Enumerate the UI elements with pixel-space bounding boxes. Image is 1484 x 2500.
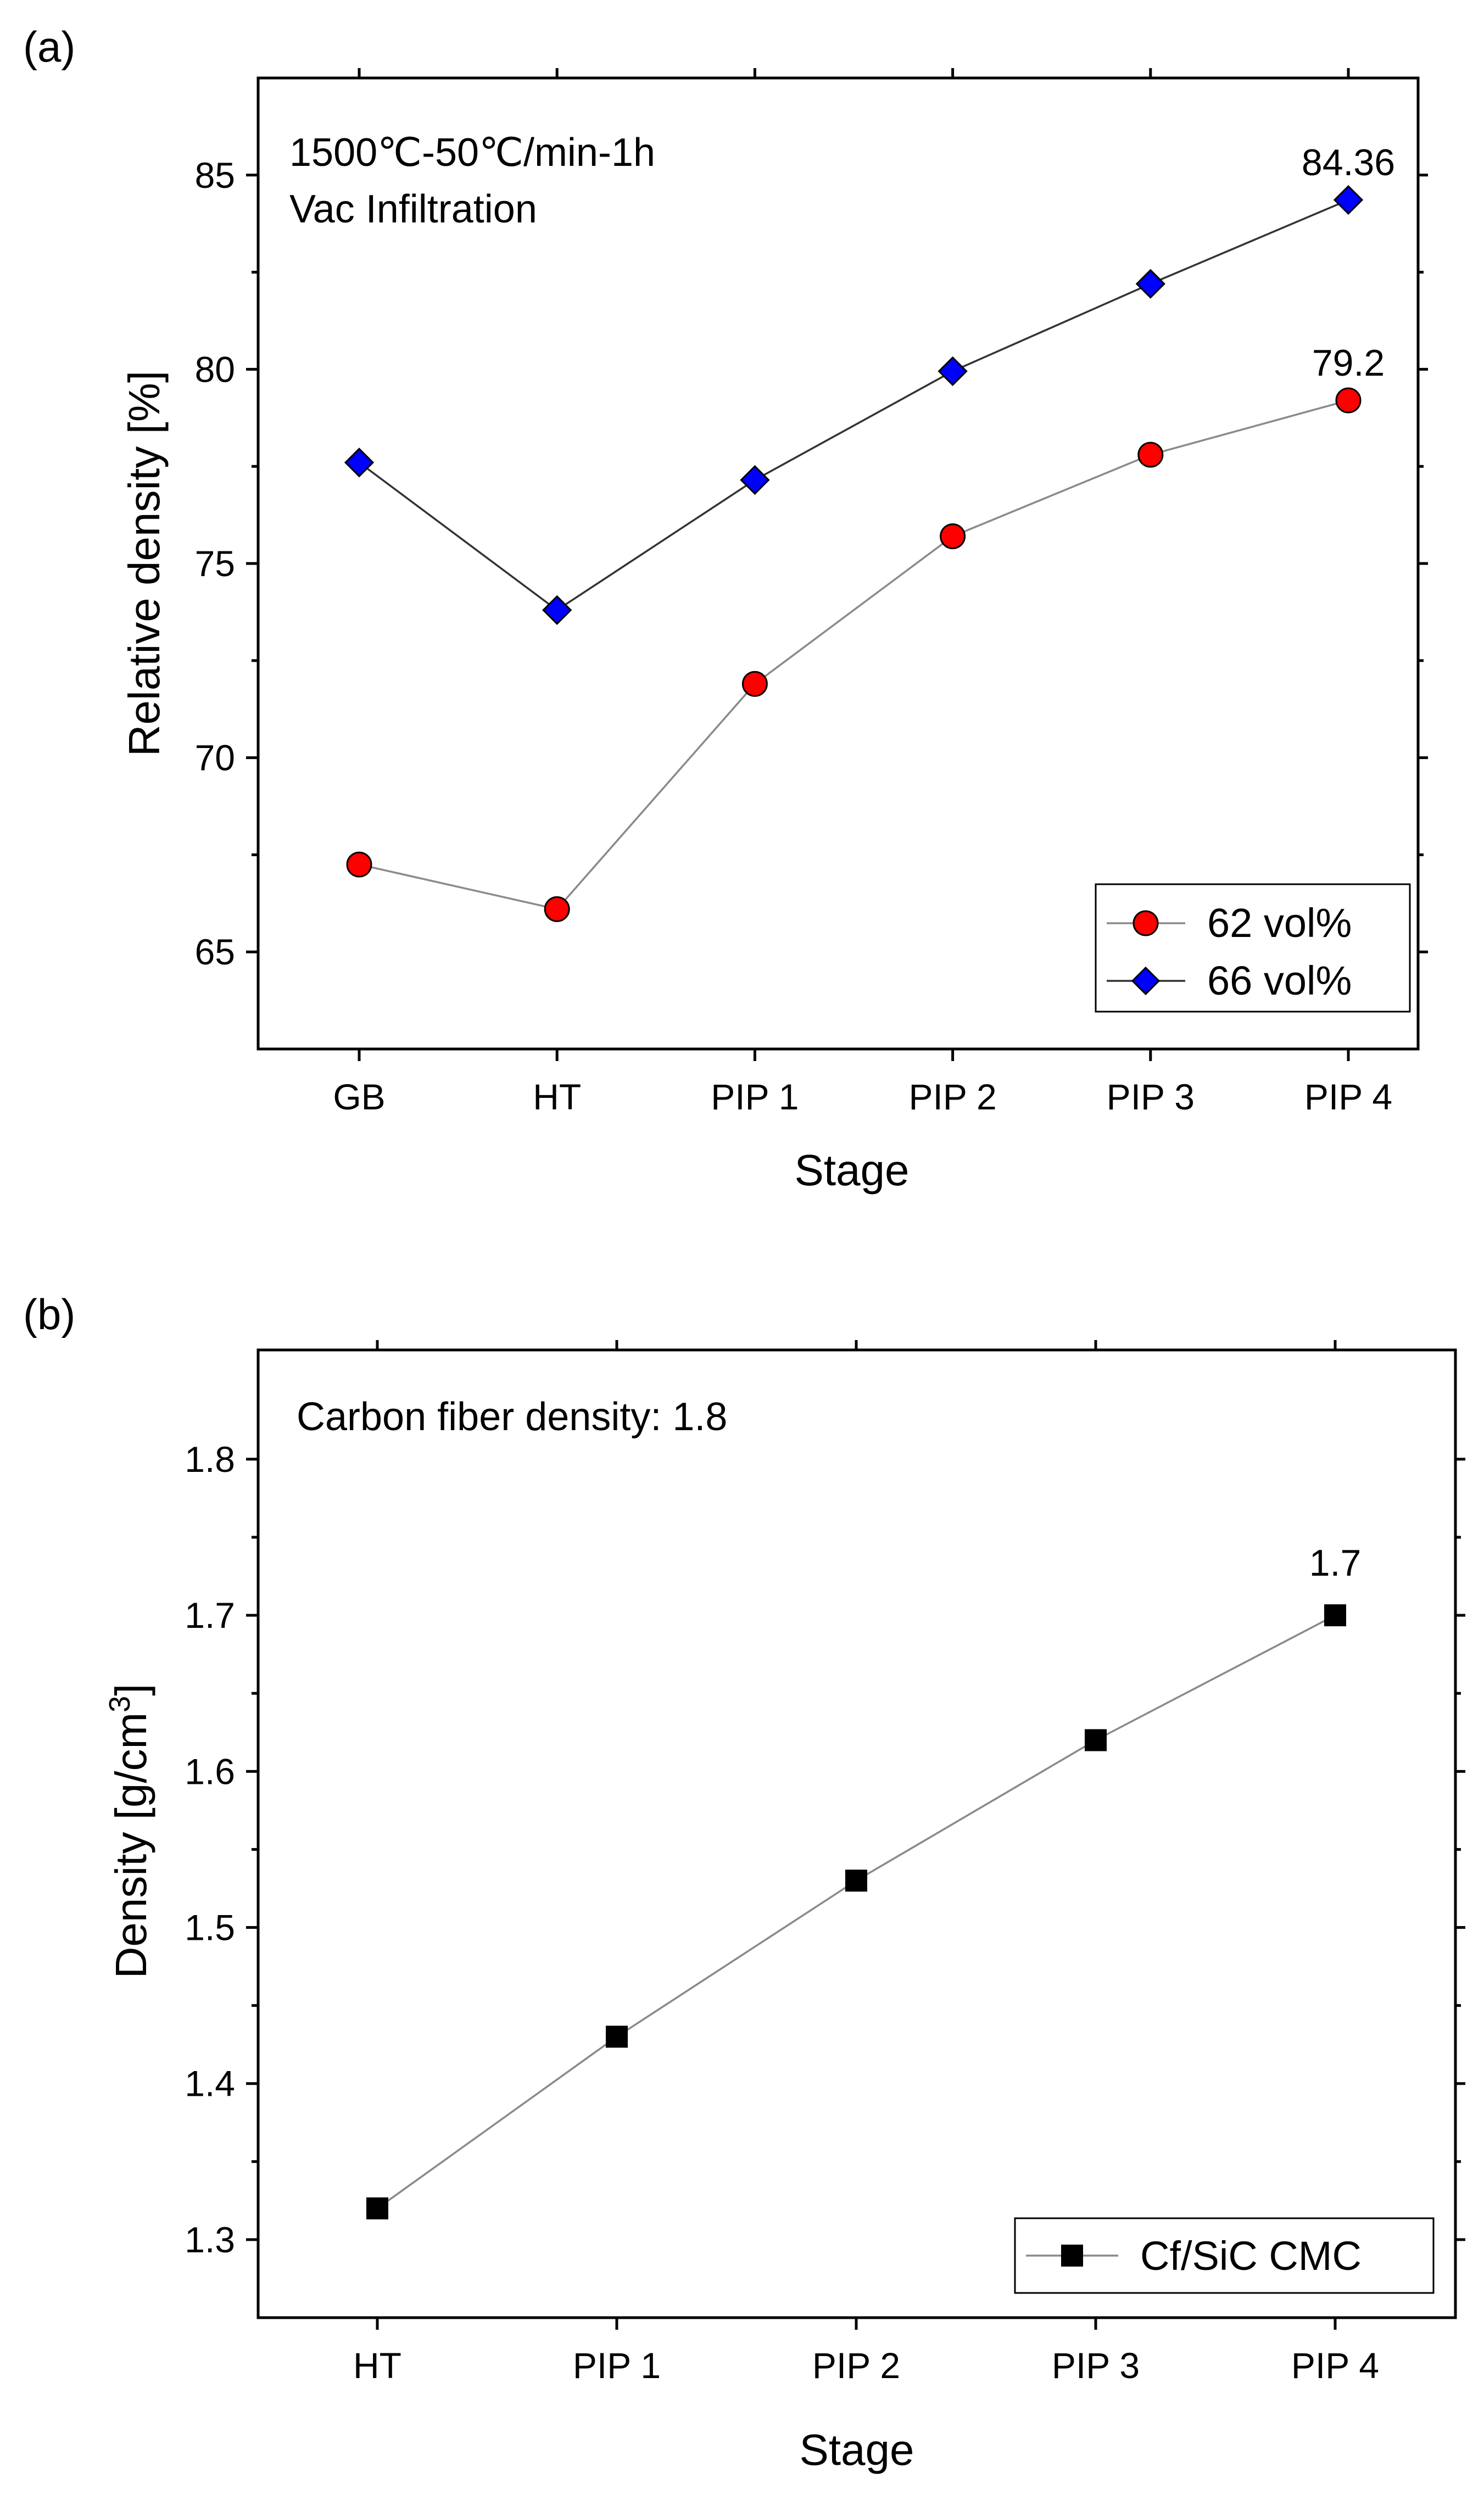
legend-66vol-label: 66 vol% <box>1207 958 1352 1003</box>
panel-b-y-tick-label: 1.7 <box>185 1595 235 1636</box>
data-point-66-vol <box>1333 185 1364 215</box>
panel-b-y-axis-title-main: Density [g/cm <box>107 1712 155 1979</box>
panel-a-x-axis-title: Stage <box>794 1146 909 1195</box>
legend-cfsic-marker <box>1061 2245 1083 2267</box>
panel-b-legend: Cf/SiC CMC <box>1014 2217 1435 2294</box>
data-point-62-vol <box>346 851 372 878</box>
legend-cfsic-label: Cf/SiC CMC <box>1140 2233 1362 2279</box>
panel-b-x-tick-label: PIP 3 <box>1052 2345 1140 2386</box>
legend-62vol-marker <box>1132 910 1159 936</box>
data-point-66-vol <box>938 356 968 387</box>
panel-b-x-tick-label: HT <box>353 2345 401 2386</box>
panel-b-x-tick-label: PIP 4 <box>1291 2345 1379 2386</box>
panel-a-annotation-line-1: 1500℃-50℃/min-1h <box>289 131 655 175</box>
data-point-62-vol <box>1335 387 1362 414</box>
panel-a-y-tick-label: 65 <box>195 931 235 972</box>
panel-a-x-tick-label: PIP 1 <box>711 1076 799 1117</box>
legend-62vol-label: 62 vol% <box>1207 900 1352 946</box>
data-point-62-vol <box>1137 442 1164 468</box>
panel-b-label: (b) <box>23 1290 75 1338</box>
panel-b: (b) 1.3 1.4 1.5 1.6 1.7 1.8 HT PIP 1 PIP 2 PIP 3… <box>23 1290 1465 2474</box>
data-point-cf-sic-cmc <box>366 2197 388 2220</box>
panel-b-y-tick-label: 1.4 <box>185 2063 235 2104</box>
panel-b-x-axis-title: Stage <box>799 2425 914 2474</box>
panel-a-y-tick-label: 75 <box>195 543 235 584</box>
legend-66vol-marker <box>1131 966 1161 996</box>
panel-a-x-tick-label: HT <box>533 1076 581 1117</box>
panel-a-y-tick-label: 70 <box>195 738 235 778</box>
series-line-cf-sic-cmc <box>376 1614 1336 2209</box>
panel-a-x-tick-label: PIP 4 <box>1304 1076 1392 1117</box>
panel-a-legend: 62 vol% 66 vol% <box>1095 883 1411 1013</box>
data-point-cf-sic-cmc <box>1085 1729 1107 1751</box>
data-label-66-vol: 84.36 <box>1302 142 1395 183</box>
data-point-66-vol <box>344 448 375 478</box>
data-point-cf-sic-cmc <box>606 2025 628 2048</box>
panel-a-annotation-line-2: Vac Infiltration <box>289 187 537 231</box>
panel-a-y-tick-label: 85 <box>195 155 235 196</box>
panel-a-y-axis-title: Relative density [%] <box>120 371 169 757</box>
panel-b-y-axis-title-sup: 3 <box>103 1696 136 1712</box>
panel-b-annotation-line-1: Carbon fiber density: 1.8 <box>297 1395 727 1439</box>
panel-b-y-tick-label: 1.6 <box>185 1751 235 1792</box>
panel-a-label: (a) <box>23 23 75 71</box>
panel-a-y-tick-label: 80 <box>195 349 235 389</box>
data-point-66-vol <box>1135 269 1165 299</box>
data-point-cf-sic-cmc <box>845 1870 867 1892</box>
panel-a-x-tick-label: PIP 3 <box>1107 1076 1195 1117</box>
data-point-66-vol <box>740 465 770 495</box>
data-label-cf-sic-cmc: 1.7 <box>1309 1542 1362 1584</box>
panel-b-y-tick-label: 1.5 <box>185 1907 235 1948</box>
panel-b-plot-frame <box>256 1348 1457 2319</box>
panel-b-y-axis-title: Density [g/cm3] <box>103 1684 155 1979</box>
data-point-cf-sic-cmc <box>1324 1604 1346 1627</box>
panel-b-x-tick-label: PIP 2 <box>812 2345 900 2386</box>
panel-a-plot-frame <box>256 76 1420 1051</box>
panel-a-x-tick-label: GB <box>333 1076 385 1117</box>
data-point-66-vol <box>542 595 572 625</box>
data-label-62-vol: 79.2 <box>1312 342 1385 384</box>
panel-b-y-axis-title-end: ] <box>107 1684 155 1696</box>
series-line-62-vol <box>359 399 1349 911</box>
series-line-66-vol <box>358 199 1349 612</box>
panel-b-y-tick-label: 1.3 <box>185 2219 235 2260</box>
data-point-62-vol <box>940 523 966 549</box>
panel-b-y-tick-label: 1.8 <box>185 1439 235 1480</box>
panel-a-x-tick-label: PIP 2 <box>908 1076 996 1117</box>
data-point-62-vol <box>741 671 768 697</box>
panel-b-x-tick-label: PIP 1 <box>573 2345 661 2386</box>
data-point-62-vol <box>544 896 570 922</box>
